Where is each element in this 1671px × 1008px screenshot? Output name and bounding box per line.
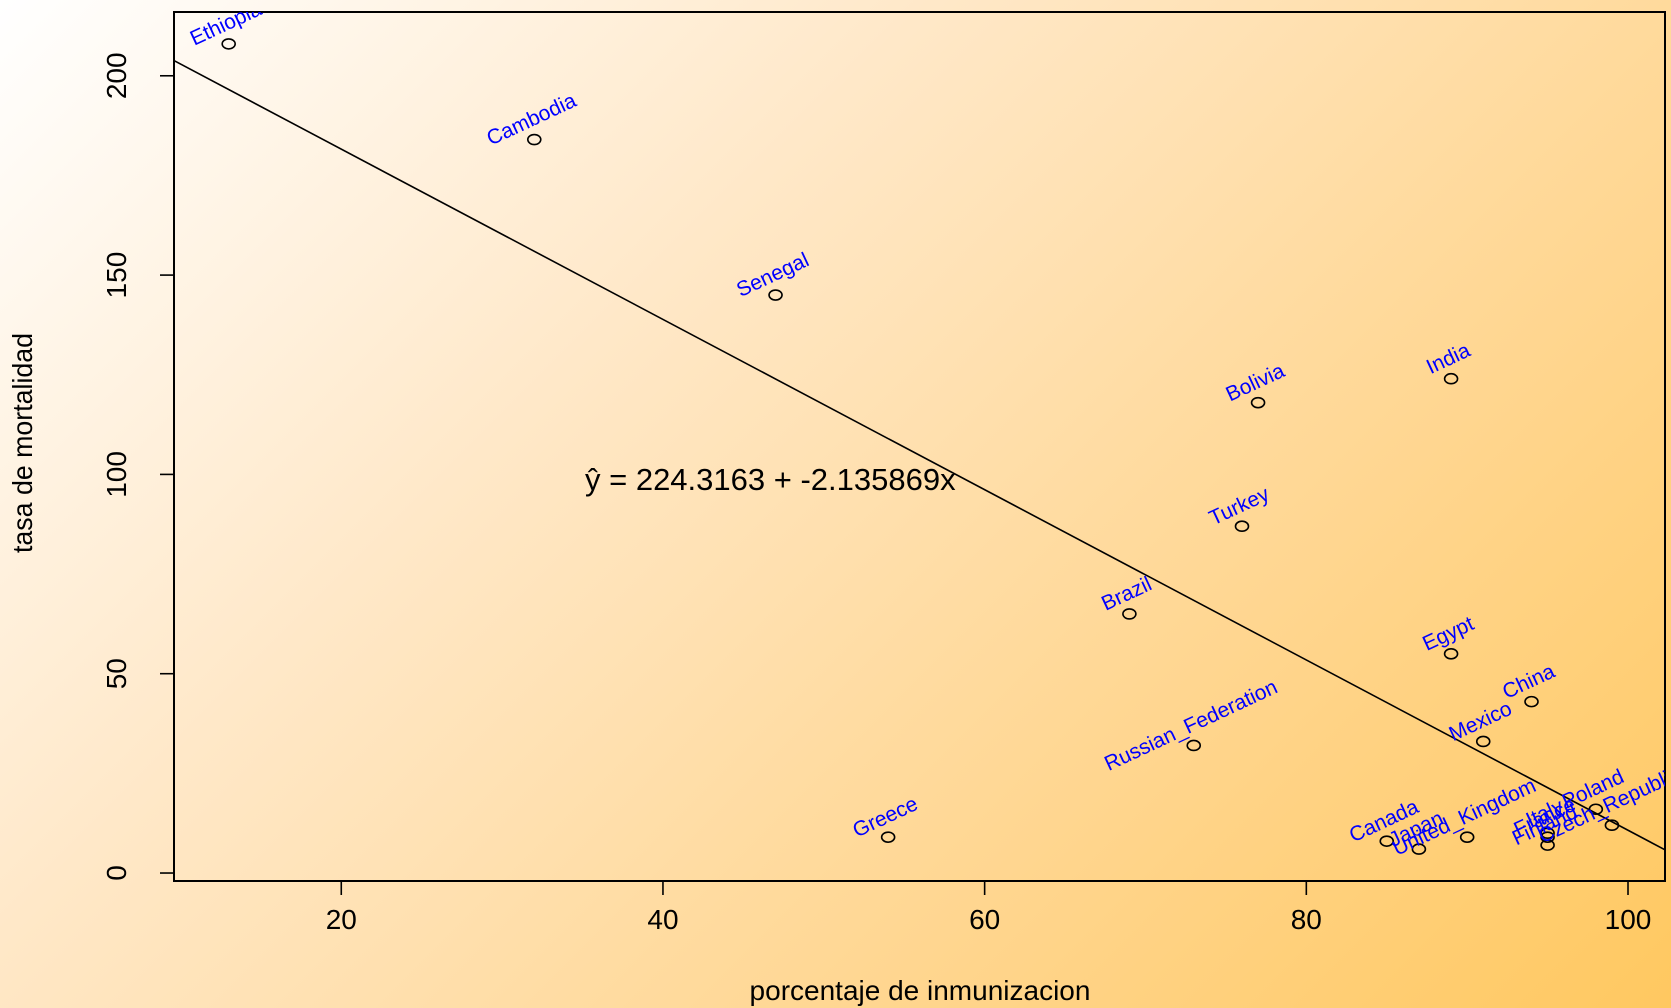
y-tick-label: 100 — [101, 451, 132, 498]
data-point — [221, 38, 236, 50]
data-point — [1122, 608, 1137, 620]
data-point — [1604, 819, 1620, 831]
point-label: Turkey — [1206, 482, 1274, 530]
point-label: Greece — [849, 792, 921, 842]
data-point — [768, 289, 783, 301]
data-points — [221, 38, 1620, 855]
point-label: Mexico — [1445, 697, 1515, 746]
x-tick-label: 20 — [326, 904, 357, 935]
data-point — [1524, 695, 1539, 708]
x-axis-title: porcentaje de inmunizacion — [750, 975, 1091, 1006]
x-axis: 20 40 60 80 100 — [326, 881, 1652, 935]
point-label: Cambodia — [483, 89, 580, 150]
y-tick-label: 50 — [101, 658, 132, 689]
y-tick-label: 0 — [101, 865, 132, 881]
point-labels: Ethiopia Cambodia Senegal Bolivia India Turke… — [187, 0, 1665, 860]
data-point — [1250, 396, 1266, 409]
x-tick-label: 40 — [647, 904, 678, 935]
x-tick-label: 100 — [1605, 904, 1652, 935]
x-tick-label: 80 — [1291, 904, 1322, 935]
point-label: Bolivia — [1222, 359, 1288, 406]
data-point — [1411, 843, 1427, 855]
data-point — [1588, 803, 1604, 816]
data-point — [1379, 835, 1395, 847]
data-point — [1186, 739, 1202, 752]
y-tick-label: 200 — [101, 52, 132, 99]
y-tick-label: 150 — [101, 252, 132, 299]
data-point — [1443, 647, 1459, 660]
data-point — [526, 133, 542, 146]
y-axis: 0 50 100 150 200 — [101, 52, 174, 881]
point-label: India — [1423, 339, 1474, 379]
point-label: Russian_Federation — [1101, 675, 1281, 775]
data-point — [1443, 372, 1459, 385]
plot-frame — [173, 11, 1666, 882]
data-point — [880, 831, 896, 843]
point-label: Senegal — [733, 248, 813, 301]
data-point — [1459, 831, 1475, 843]
data-point — [1234, 520, 1250, 533]
data-point — [1540, 839, 1555, 851]
regression-line — [173, 59, 1666, 851]
y-axis-title: tasa de mortalidad — [7, 333, 38, 553]
data-point — [1540, 827, 1555, 839]
x-tick-label: 60 — [969, 904, 1000, 935]
data-point — [1475, 735, 1491, 748]
data-point — [1540, 831, 1555, 843]
point-label: Ethiopia — [187, 0, 266, 50]
regression-equation: ŷ = 224.3163 + -2.135869x — [585, 462, 956, 497]
